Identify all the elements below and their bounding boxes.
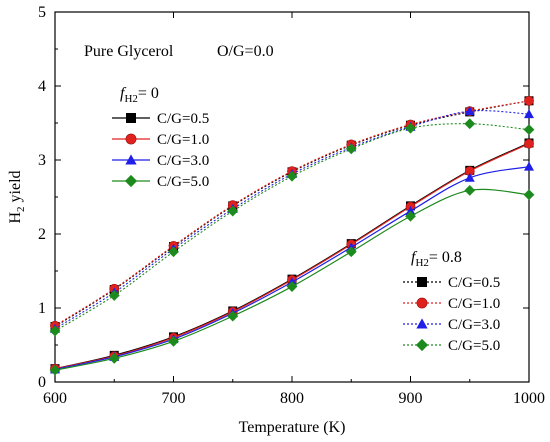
series-line (54, 110, 530, 330)
diamond-marker (168, 246, 179, 258)
diamond-marker (168, 335, 179, 347)
legend-label: C/G=3.0 (448, 317, 500, 333)
legend-fh2-08: fH2= 0.8 C/G=0.5 C/G=1.0 C/G=3.0 C/G=5.0 (403, 249, 500, 354)
legend-title-main: f (120, 85, 127, 102)
triangle-marker (405, 206, 416, 216)
y-axis-label-main: H (7, 212, 24, 224)
triangle-marker (125, 154, 137, 165)
annotation-composition: Pure Glycerol (84, 43, 174, 60)
diamond-marker (49, 325, 61, 337)
diamond-marker (415, 338, 429, 352)
x-tick-label: 700 (162, 390, 186, 407)
square-marker (126, 113, 136, 123)
series-fh2-08-cg50 (49, 118, 535, 337)
legend-entry: C/G=0.5 (112, 111, 209, 127)
y-axis-label-sub: 2 (15, 206, 27, 212)
triangle-marker (416, 318, 428, 329)
legend-entry: C/G=3.0 (403, 317, 500, 333)
series-fh2-0-cg50 (49, 184, 535, 376)
plot-area: 600 700 800 900 1000 0 1 2 3 4 5 (38, 4, 545, 407)
x-tick-label: 1000 (513, 390, 545, 407)
legend-label: C/G=0.5 (448, 275, 500, 291)
diamond-marker (523, 124, 535, 136)
legend-label: C/G=5.0 (157, 174, 209, 190)
y-tick-label: 4 (38, 78, 46, 95)
series-line (54, 100, 530, 327)
y-axis-label-tail: yield (7, 170, 24, 206)
series-layer (49, 95, 535, 376)
triangle-marker (524, 109, 534, 119)
y-axis-title: H2 yield (7, 170, 27, 223)
legend-entry: C/G=1.0 (112, 132, 209, 148)
legend-label: C/G=3.0 (157, 153, 209, 169)
axis-ticks: 600 700 800 900 1000 0 1 2 3 4 5 (38, 4, 545, 407)
legend-label: C/G=5.0 (448, 338, 500, 354)
diamond-marker (345, 143, 357, 155)
diamond-marker (405, 210, 416, 222)
x-tick-label: 900 (399, 390, 423, 407)
diamond-marker (227, 205, 239, 217)
legend-title-sub: H2 (124, 93, 137, 105)
diamond-marker (227, 310, 239, 322)
circle-marker (524, 138, 534, 149)
y-tick-label: 2 (38, 226, 46, 243)
legend-entry: C/G=0.5 (403, 275, 500, 291)
square-marker (417, 277, 427, 287)
legend-title-tail: = 0 (138, 85, 159, 102)
circle-marker (416, 297, 428, 309)
annotation-og-ratio: O/G=0.0 (217, 43, 274, 60)
legend-title-sub: H2 (415, 257, 428, 269)
legend-entry: C/G=5.0 (403, 338, 500, 354)
diamond-marker (464, 184, 476, 196)
legend-entry: C/G=3.0 (112, 153, 209, 169)
diamond-marker (464, 118, 476, 130)
legend-entry: C/G=1.0 (403, 296, 500, 312)
diamond-marker (286, 170, 298, 182)
legend-entry: C/G=5.0 (112, 174, 209, 190)
diamond-marker (108, 290, 120, 301)
legend-label: C/G=1.0 (157, 132, 209, 148)
x-tick-label: 600 (43, 390, 67, 407)
legend-title: fH2= 0 (120, 85, 159, 105)
x-tick-label: 800 (280, 390, 304, 407)
circle-marker (524, 95, 534, 106)
y-axis-label: H2 yield (7, 170, 27, 223)
y-tick-label: 3 (38, 152, 46, 169)
legend-fh2-0: fH2= 0 C/G=0.5 C/G=1.0 C/G=3.0 C/G=5.0 (112, 85, 209, 190)
legend-title: fH2= 0.8 (411, 249, 462, 269)
legend-title-tail: = 0.8 (429, 249, 462, 266)
x-axis-title: Temperature (K) (239, 419, 346, 436)
diamond-marker (108, 352, 120, 364)
diamond-marker (49, 364, 61, 376)
triangle-marker (464, 172, 475, 182)
series-line (54, 100, 530, 327)
circle-marker (125, 133, 137, 145)
diamond-marker (345, 246, 357, 258)
x-axis-label: Temperature (K) (239, 419, 346, 436)
diamond-marker (405, 122, 416, 134)
triangle-marker (464, 106, 475, 116)
diamond-marker (523, 189, 535, 201)
legend-label: C/G=1.0 (448, 296, 500, 312)
diamond-marker (124, 174, 138, 188)
legend-title-main: f (411, 249, 418, 266)
y-tick-label: 0 (38, 374, 46, 391)
y-tick-label: 1 (38, 300, 46, 317)
diamond-marker (286, 281, 298, 292)
y-tick-label: 5 (38, 4, 46, 21)
triangle-marker (524, 161, 534, 171)
legend-label: C/G=0.5 (157, 111, 209, 127)
